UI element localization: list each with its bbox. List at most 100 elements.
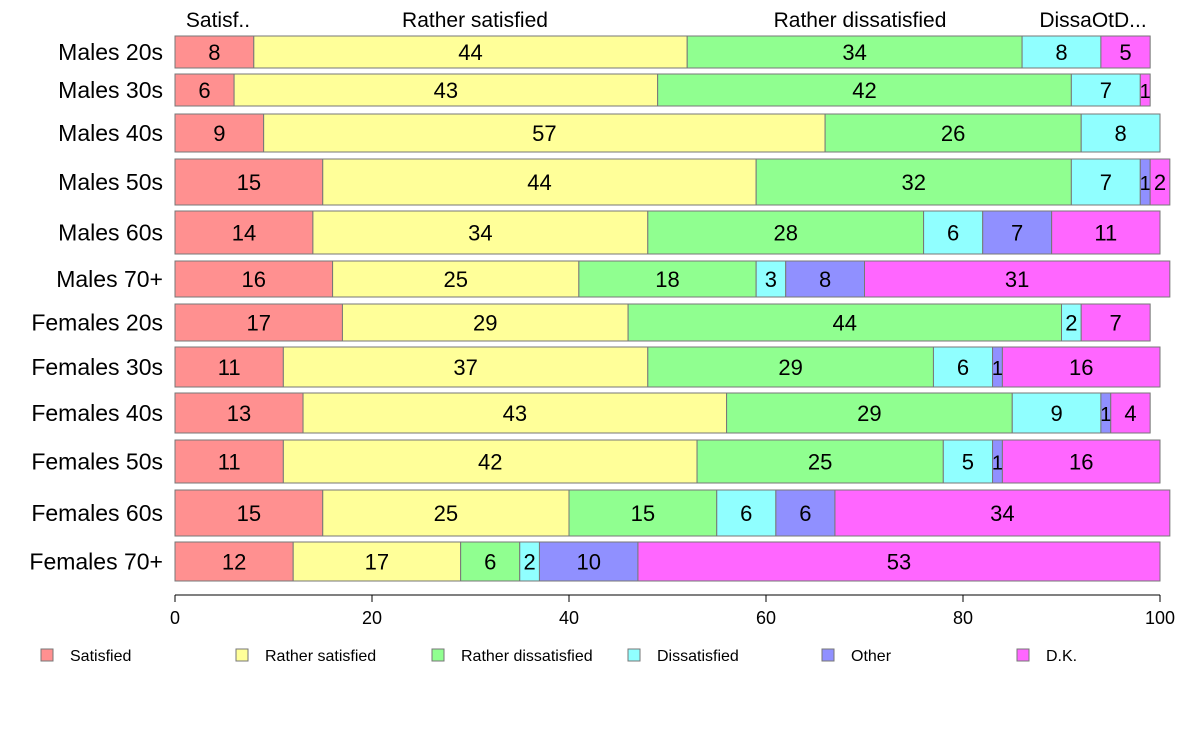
bar-segment (322, 489, 570, 537)
data-label: 15 (237, 170, 261, 195)
data-label: 18 (655, 267, 679, 292)
bar-segment (775, 489, 836, 537)
category-label: Females 20s (31, 310, 163, 336)
category-label: Females 60s (31, 500, 163, 526)
bar-segment (696, 439, 944, 484)
data-label: 7 (1011, 221, 1023, 246)
bar-segment (174, 541, 294, 582)
bar-segment (312, 210, 649, 255)
data-label: 43 (503, 401, 527, 426)
bar-segment (282, 439, 698, 484)
data-label: 34 (468, 221, 492, 246)
category-label: Females 30s (31, 354, 163, 380)
category-label: Females 40s (31, 400, 163, 426)
legend-label: D.K. (1046, 648, 1077, 665)
bar-segment (174, 35, 255, 69)
category-label: Males 20s (58, 39, 163, 65)
category-label: Males 70+ (56, 266, 163, 292)
data-label: 25 (434, 501, 458, 526)
data-label: 34 (842, 40, 866, 65)
data-label: 10 (576, 550, 600, 575)
data-label: 42 (852, 78, 876, 103)
data-label: 57 (532, 121, 556, 146)
data-label: 3 (765, 267, 777, 292)
data-label: 14 (232, 221, 256, 246)
data-label: 6 (957, 355, 969, 380)
bar-segment (538, 541, 639, 582)
data-label: 17 (246, 311, 270, 336)
top-label: DissaOtD... (1039, 9, 1146, 32)
data-label: 11 (1094, 221, 1117, 246)
bar-segment (657, 73, 1072, 107)
bar-segment (174, 346, 284, 388)
x-tick-label: 0 (170, 608, 180, 628)
bar-segment (1139, 73, 1151, 107)
data-label: 6 (799, 501, 811, 526)
data-label: 32 (902, 170, 926, 195)
data-label: 44 (458, 40, 482, 65)
bar-segment (982, 210, 1053, 255)
data-label: 44 (833, 311, 857, 336)
top-label: Satisf.. (186, 9, 250, 32)
bar-segment (864, 260, 1171, 298)
bar-segment (1051, 210, 1161, 255)
data-label: 53 (887, 550, 911, 575)
bar-segment (568, 489, 718, 537)
data-label: 28 (773, 221, 797, 246)
bar-segment (341, 303, 629, 342)
category-label: Females 50s (31, 449, 163, 475)
bar-segment (824, 113, 1082, 153)
category-label: Males 40s (58, 120, 163, 146)
legend-swatch (821, 648, 835, 662)
data-label: 25 (443, 267, 467, 292)
x-tick-label: 20 (362, 608, 382, 628)
bar-segment (578, 260, 757, 298)
data-label: 2 (523, 550, 535, 575)
bar-segment (932, 346, 994, 388)
bar-segment (686, 35, 1023, 69)
data-label: 29 (857, 401, 881, 426)
category-label: Males 50s (58, 169, 163, 195)
data-label: 6 (947, 221, 959, 246)
data-label: 31 (1005, 267, 1029, 292)
data-label: 8 (1114, 121, 1126, 146)
data-label: 11 (218, 355, 241, 380)
bar-segment (174, 392, 304, 434)
legend-label: Dissatisfied (657, 648, 739, 665)
legend-swatch (235, 648, 249, 662)
x-tick-label: 60 (756, 608, 776, 628)
bar-segment (726, 392, 1013, 434)
top-label: Rather satisfied (402, 9, 548, 32)
bar-segment (1149, 158, 1171, 206)
bar-segment (174, 158, 324, 206)
bar-segment (253, 35, 688, 69)
bar-segment (1011, 392, 1102, 434)
data-label: 8 (1055, 40, 1067, 65)
data-label: 11 (218, 450, 241, 475)
bar-segment (627, 303, 1062, 342)
data-label: 1 (992, 453, 1003, 475)
data-label: 6 (740, 501, 752, 526)
data-label: 16 (1069, 450, 1093, 475)
data-label: 16 (1069, 355, 1093, 380)
bar-segment (834, 489, 1171, 537)
data-label: 17 (365, 550, 389, 575)
data-label: 15 (237, 501, 261, 526)
category-label: Males 60s (58, 220, 163, 246)
bar-segment (923, 210, 984, 255)
data-label: 37 (453, 355, 477, 380)
bar-segment (716, 489, 777, 537)
bar-segment (233, 73, 659, 107)
data-label: 2 (1065, 311, 1077, 336)
data-label: 8 (208, 40, 220, 65)
bar-segment (174, 113, 265, 153)
data-label: 16 (242, 267, 266, 292)
bar-segment (1080, 113, 1161, 153)
data-label: 6 (484, 550, 496, 575)
bar-segment (302, 392, 728, 434)
category-label: Males 30s (58, 77, 163, 103)
data-label: 8 (819, 267, 831, 292)
bar-segment (322, 158, 757, 206)
data-label: 1 (992, 358, 1003, 380)
top-label: Rather dissatisfied (774, 9, 947, 32)
